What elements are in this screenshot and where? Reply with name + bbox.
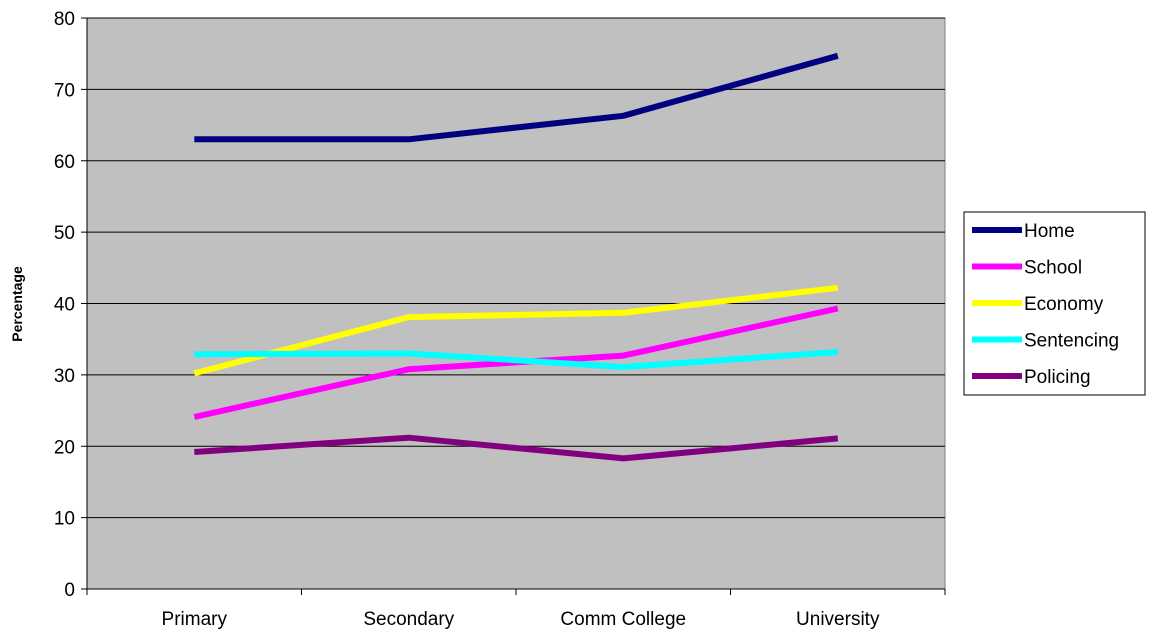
gridlines: [87, 17, 945, 519]
y-axis-title: Percentage: [9, 266, 25, 342]
x-tick-label: Primary: [162, 609, 228, 630]
x-tick-label: Comm College: [560, 609, 686, 630]
y-tick-label: 20: [54, 437, 75, 458]
y-tick-label: 10: [54, 509, 75, 530]
series-lines: [193, 52, 839, 462]
x-tick-labels: Primary Secondary Comm College University: [162, 609, 880, 630]
series-line-sentencing: [194, 349, 839, 370]
x-tick-label: Secondary: [363, 609, 454, 630]
legend-label-economy: Economy: [1024, 294, 1104, 315]
y-tick-labels: 0 10 20 30 40 50 60 70 80: [54, 9, 75, 601]
y-tick-label: 30: [54, 366, 75, 387]
y-tick-label: 60: [54, 152, 75, 173]
y-tick-label: 70: [54, 80, 75, 101]
y-tick-label: 0: [64, 580, 75, 601]
x-tick-label: University: [796, 609, 880, 630]
y-tick-label: 50: [54, 223, 75, 244]
legend-label-school: School: [1024, 258, 1082, 279]
legend-label-sentencing: Sentencing: [1024, 331, 1119, 352]
legend: Home School Economy Sentencing Policing: [963, 211, 1146, 396]
y-tick-label: 80: [54, 9, 75, 30]
series-line-home: [194, 52, 839, 143]
y-tick-label: 40: [54, 295, 75, 316]
legend-label-home: Home: [1024, 221, 1075, 242]
legend-label-policing: Policing: [1024, 367, 1091, 388]
series-line-policing: [194, 434, 839, 462]
series-line-economy: [193, 284, 839, 377]
axes: [81, 17, 946, 595]
